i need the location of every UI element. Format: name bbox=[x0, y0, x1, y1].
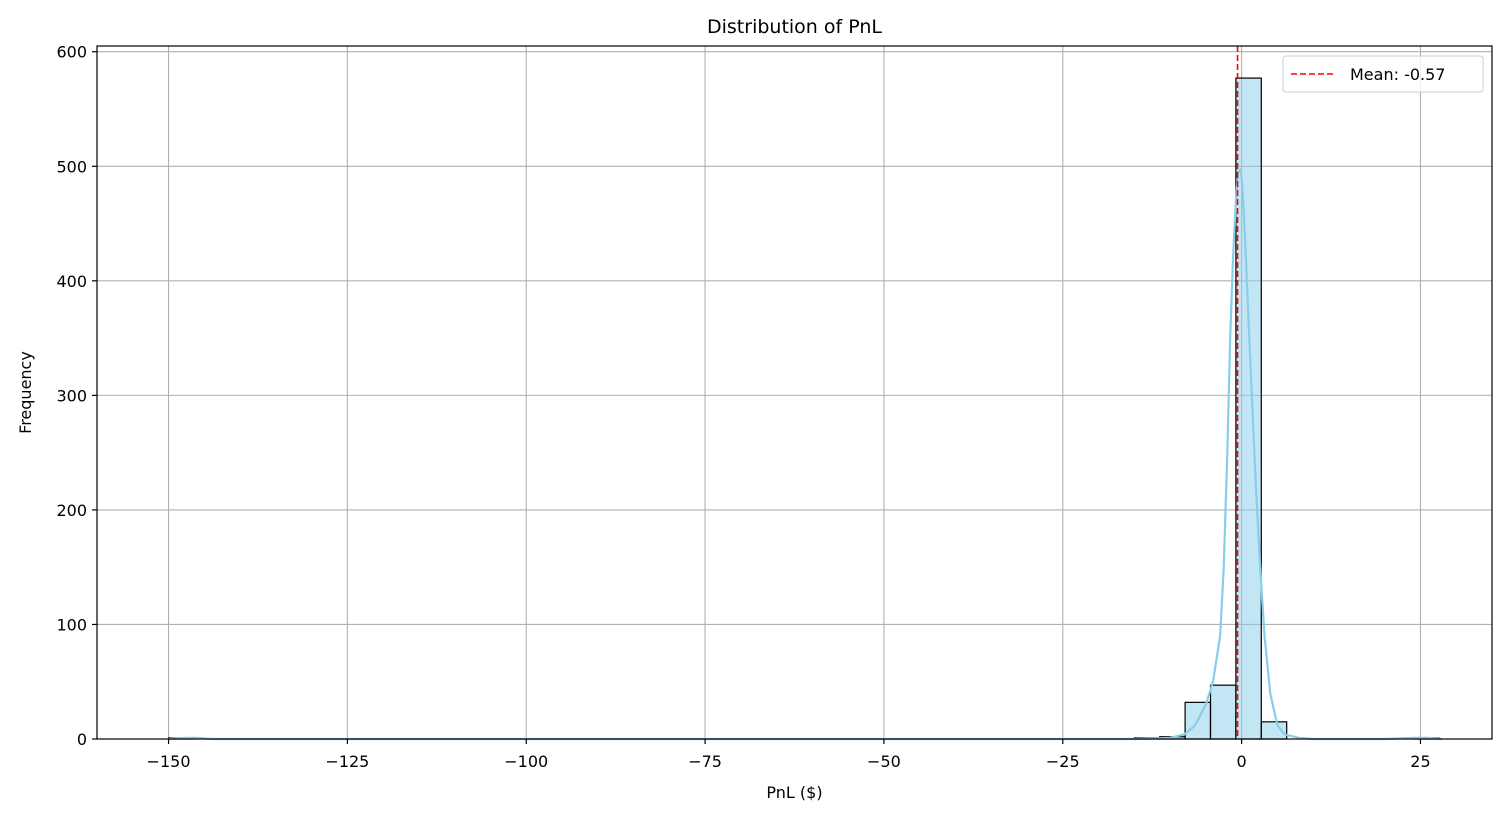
x-tick-label: −150 bbox=[147, 752, 191, 771]
histogram-bar bbox=[1260, 721, 1288, 740]
plot-area-frame bbox=[96, 45, 1493, 740]
x-tick-label: 0 bbox=[1237, 752, 1247, 771]
legend-box bbox=[1282, 55, 1484, 93]
x-tick-label: −75 bbox=[688, 752, 722, 771]
x-axis-label: PnL ($) bbox=[766, 783, 822, 802]
y-tick-label: 200 bbox=[56, 501, 87, 520]
histogram-bar bbox=[1209, 684, 1237, 740]
histogram-bars bbox=[167, 77, 1440, 740]
y-tick-label: 300 bbox=[56, 386, 87, 405]
y-tick-label: 500 bbox=[56, 157, 87, 176]
x-tick-label: −25 bbox=[1046, 752, 1080, 771]
y-tick-label: 600 bbox=[56, 43, 87, 62]
x-axis-ticks: −150 −125 −100 −75 −50 −25 0 25 bbox=[147, 739, 1431, 771]
legend-mean-label: Mean: -0.57 bbox=[1350, 65, 1445, 84]
y-axis-ticks: 0 100 200 300 400 500 600 bbox=[56, 43, 97, 749]
x-tick-label: −125 bbox=[325, 752, 369, 771]
x-tick-label: −100 bbox=[504, 752, 548, 771]
y-tick-label: 0 bbox=[77, 730, 87, 749]
y-axis-label: Frequency bbox=[16, 351, 35, 434]
legend: Mean: -0.57 bbox=[1282, 55, 1484, 93]
x-tick-label: −50 bbox=[867, 752, 901, 771]
y-tick-label: 100 bbox=[56, 615, 87, 634]
x-tick-label: 25 bbox=[1410, 752, 1430, 771]
y-tick-label: 400 bbox=[56, 272, 87, 291]
chart-title: Distribution of PnL bbox=[707, 16, 882, 38]
histogram-bar bbox=[1235, 77, 1262, 740]
